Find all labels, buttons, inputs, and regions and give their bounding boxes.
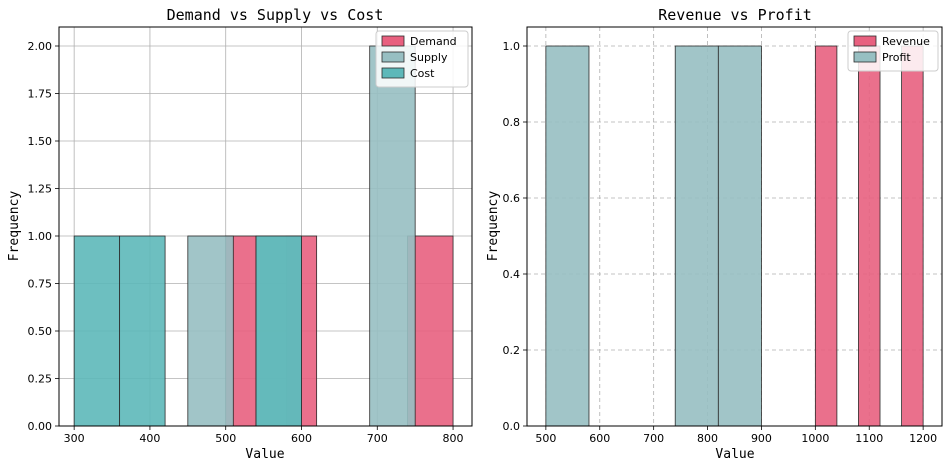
legend-swatch bbox=[381, 67, 405, 79]
y-tick-label: 0.2 bbox=[503, 344, 521, 357]
histogram-bar bbox=[674, 45, 719, 427]
legend: Revenue Profit bbox=[847, 30, 939, 72]
plot-frame bbox=[526, 26, 943, 427]
legend-swatch bbox=[853, 35, 877, 47]
chart-title: Revenue vs Profit bbox=[658, 6, 812, 24]
y-tick-label: 1.50 bbox=[28, 135, 53, 148]
y-tick-label: 1.75 bbox=[28, 88, 53, 101]
y-tick-label: 0.00 bbox=[28, 420, 53, 433]
legend-label: Supply bbox=[410, 51, 448, 64]
legend-label: Revenue bbox=[882, 35, 930, 48]
x-tick-label: 400 bbox=[139, 432, 160, 445]
y-axis-label: Frequency bbox=[486, 191, 501, 262]
x-tick-label: 700 bbox=[643, 432, 664, 445]
series-profit bbox=[545, 45, 762, 427]
x-tick-label: 900 bbox=[751, 432, 772, 445]
x-tick-label: 300 bbox=[64, 432, 85, 445]
histogram-bar bbox=[545, 45, 590, 427]
histogram-bar bbox=[73, 235, 121, 427]
plot-frame bbox=[58, 26, 473, 427]
legend-swatch bbox=[381, 51, 405, 63]
x-tick-label: 1100 bbox=[855, 432, 883, 445]
y-tick-label: 0.75 bbox=[28, 278, 53, 291]
y-tick-label: 1.0 bbox=[503, 40, 521, 53]
histogram-bar bbox=[255, 235, 302, 427]
x-tick-label: 1000 bbox=[801, 432, 829, 445]
series-revenue bbox=[814, 45, 924, 427]
legend: Demand Supply Cost bbox=[375, 30, 469, 88]
x-tick-label: 700 bbox=[367, 432, 388, 445]
legend-label: Demand bbox=[410, 35, 457, 48]
legend-swatch bbox=[853, 51, 877, 63]
y-tick-label: 0.4 bbox=[503, 268, 521, 281]
histogram-bar bbox=[717, 45, 762, 427]
histogram-bar bbox=[814, 45, 838, 427]
x-tick-label: 600 bbox=[589, 432, 610, 445]
legend-label: Profit bbox=[882, 51, 911, 64]
x-tick-label: 500 bbox=[215, 432, 236, 445]
legend-label: Cost bbox=[410, 67, 435, 80]
histogram-bar bbox=[119, 235, 166, 427]
y-tick-label: 0.8 bbox=[503, 116, 521, 129]
x-tick-label: 600 bbox=[291, 432, 312, 445]
y-tick-label: 2.00 bbox=[28, 40, 53, 53]
histogram-bar bbox=[187, 235, 234, 427]
legend-swatch bbox=[381, 35, 405, 47]
histogram-bar bbox=[858, 45, 881, 427]
histogram-bar bbox=[369, 45, 416, 427]
histogram-bar bbox=[901, 45, 924, 427]
y-tick-label: 0.50 bbox=[28, 325, 53, 338]
x-tick-label: 800 bbox=[443, 432, 464, 445]
x-axis-label: Value bbox=[245, 447, 284, 462]
y-tick-label: 0.25 bbox=[28, 373, 53, 386]
y-tick-label: 1.00 bbox=[28, 230, 53, 243]
chart-demand-supply-cost: Demand vs Supply vs Cost Value Frequency… bbox=[7, 6, 473, 462]
x-tick-label: 500 bbox=[535, 432, 556, 445]
y-axis-label: Frequency bbox=[7, 191, 22, 262]
y-tick-label: 0.0 bbox=[503, 420, 521, 433]
x-tick-label: 800 bbox=[697, 432, 718, 445]
chart-revenue-vs-profit: Revenue vs Profit Value Frequency 500 600… bbox=[486, 6, 943, 462]
x-axis-label: Value bbox=[715, 447, 754, 462]
x-tick-label: 1200 bbox=[909, 432, 937, 445]
y-tick-label: 1.25 bbox=[28, 183, 53, 196]
y-tick-label: 0.6 bbox=[503, 192, 521, 205]
chart-title: Demand vs Supply vs Cost bbox=[167, 6, 384, 24]
